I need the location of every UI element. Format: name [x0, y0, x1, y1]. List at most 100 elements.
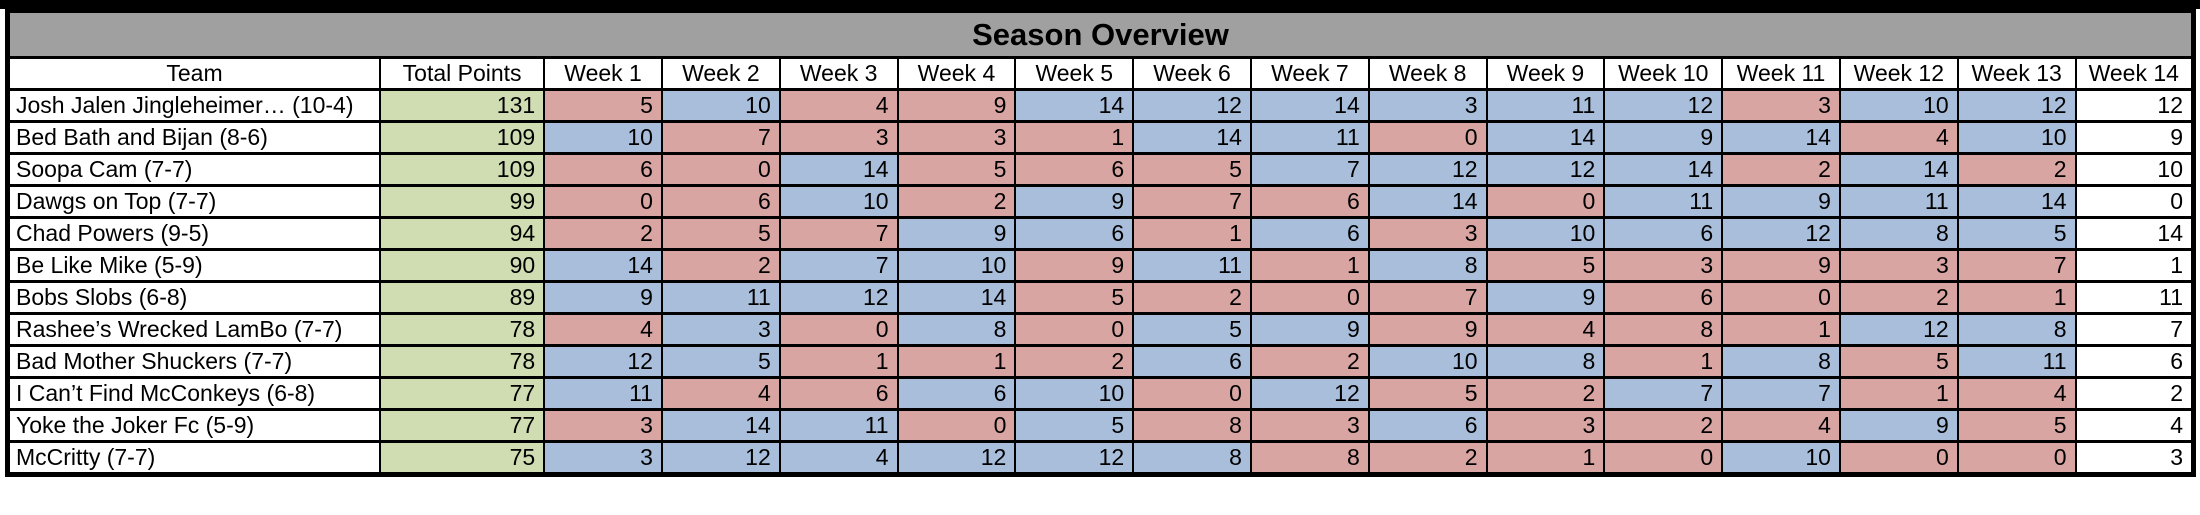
week-7-points-cell[interactable]: 6 [1249, 184, 1370, 219]
week-8-points-cell[interactable]: 9 [1367, 312, 1488, 347]
week-8-points-cell[interactable]: 3 [1367, 216, 1488, 251]
week-9-points-cell[interactable]: 12 [1485, 152, 1606, 187]
week-5-points-cell[interactable]: 2 [1014, 344, 1135, 379]
week-7-points-cell[interactable]: 0 [1249, 280, 1370, 315]
week-11-points-cell[interactable]: 3 [1721, 88, 1841, 123]
week-11-points-cell[interactable]: 14 [1721, 120, 1841, 155]
team-name-cell[interactable]: Rashee’s Wrecked LamBo (7-7) [6, 312, 382, 347]
week-4-points-cell[interactable]: 5 [896, 152, 1017, 187]
week-1-points-cell[interactable]: 12 [543, 344, 663, 379]
week-11-points-cell[interactable]: 9 [1721, 248, 1841, 283]
week-1-points-cell[interactable]: 3 [543, 440, 663, 476]
week-4-points-cell[interactable]: 9 [896, 216, 1017, 251]
week-13-points-cell[interactable]: 14 [1956, 184, 2077, 219]
week-11-points-cell[interactable]: 4 [1721, 408, 1841, 443]
week-11-points-cell[interactable]: 1 [1721, 312, 1841, 347]
week-5-points-cell[interactable]: 14 [1014, 88, 1135, 123]
team-name-cell[interactable]: Be Like Mike (5-9) [6, 248, 382, 283]
week-2-points-cell[interactable]: 2 [660, 248, 781, 283]
week-14-points-cell[interactable]: 14 [2074, 216, 2195, 251]
week-14-points-cell[interactable]: 11 [2074, 280, 2195, 315]
week-10-points-cell[interactable]: 14 [1603, 152, 1724, 187]
week-7-points-cell[interactable]: 8 [1249, 440, 1370, 476]
week-6-points-cell[interactable]: 12 [1132, 88, 1252, 123]
week-2-points-cell[interactable]: 12 [660, 440, 781, 476]
team-name-cell[interactable]: McCritty (7-7) [6, 440, 382, 476]
week-11-points-cell[interactable]: 10 [1721, 440, 1841, 476]
week-12-points-cell[interactable]: 4 [1838, 120, 1959, 155]
week-13-points-cell[interactable]: 11 [1956, 344, 2077, 379]
column-header-week-6[interactable]: Week 6 [1132, 56, 1252, 91]
week-10-points-cell[interactable]: 6 [1603, 280, 1724, 315]
week-6-points-cell[interactable]: 14 [1132, 120, 1252, 155]
week-13-points-cell[interactable]: 8 [1956, 312, 2077, 347]
week-2-points-cell[interactable]: 10 [660, 88, 781, 123]
week-5-points-cell[interactable]: 5 [1014, 280, 1135, 315]
week-12-points-cell[interactable]: 5 [1838, 344, 1959, 379]
week-9-points-cell[interactable]: 10 [1485, 216, 1606, 251]
week-2-points-cell[interactable]: 5 [660, 344, 781, 379]
week-10-points-cell[interactable]: 12 [1603, 88, 1724, 123]
week-9-points-cell[interactable]: 0 [1485, 184, 1606, 219]
team-name-cell[interactable]: I Can’t Find McConkeys (6-8) [6, 376, 382, 411]
week-7-points-cell[interactable]: 3 [1249, 408, 1370, 443]
week-10-points-cell[interactable]: 11 [1603, 184, 1724, 219]
week-2-points-cell[interactable]: 14 [660, 408, 781, 443]
week-14-points-cell[interactable]: 12 [2074, 88, 2195, 123]
team-name-cell[interactable]: Josh Jalen Jingleheimer… (10-4) [6, 88, 382, 123]
week-6-points-cell[interactable]: 1 [1132, 216, 1252, 251]
week-7-points-cell[interactable]: 9 [1249, 312, 1370, 347]
team-name-cell[interactable]: Soopa Cam (7-7) [6, 152, 382, 187]
week-5-points-cell[interactable]: 9 [1014, 184, 1135, 219]
column-header-week-7[interactable]: Week 7 [1249, 56, 1370, 91]
week-1-points-cell[interactable]: 2 [543, 216, 663, 251]
week-2-points-cell[interactable]: 3 [660, 312, 781, 347]
week-3-points-cell[interactable]: 0 [778, 312, 899, 347]
week-9-points-cell[interactable]: 8 [1485, 344, 1606, 379]
week-11-points-cell[interactable]: 0 [1721, 280, 1841, 315]
week-14-points-cell[interactable]: 7 [2074, 312, 2195, 347]
week-2-points-cell[interactable]: 11 [660, 280, 781, 315]
week-8-points-cell[interactable]: 10 [1367, 344, 1488, 379]
week-7-points-cell[interactable]: 1 [1249, 248, 1370, 283]
week-1-points-cell[interactable]: 9 [543, 280, 663, 315]
week-6-points-cell[interactable]: 11 [1132, 248, 1252, 283]
week-4-points-cell[interactable]: 3 [896, 120, 1017, 155]
week-13-points-cell[interactable]: 12 [1956, 88, 2077, 123]
week-2-points-cell[interactable]: 0 [660, 152, 781, 187]
week-10-points-cell[interactable]: 1 [1603, 344, 1724, 379]
week-12-points-cell[interactable]: 0 [1838, 440, 1959, 476]
week-13-points-cell[interactable]: 5 [1956, 216, 2077, 251]
week-1-points-cell[interactable]: 5 [543, 88, 663, 123]
week-14-points-cell[interactable]: 0 [2074, 184, 2195, 219]
column-header-week-12[interactable]: Week 12 [1838, 56, 1959, 91]
week-9-points-cell[interactable]: 11 [1485, 88, 1606, 123]
week-13-points-cell[interactable]: 10 [1956, 120, 2077, 155]
column-header-week-4[interactable]: Week 4 [896, 56, 1017, 91]
week-13-points-cell[interactable]: 5 [1956, 408, 2077, 443]
week-3-points-cell[interactable]: 4 [778, 88, 899, 123]
week-3-points-cell[interactable]: 14 [778, 152, 899, 187]
week-11-points-cell[interactable]: 8 [1721, 344, 1841, 379]
week-9-points-cell[interactable]: 5 [1485, 248, 1606, 283]
week-4-points-cell[interactable]: 0 [896, 408, 1017, 443]
week-8-points-cell[interactable]: 0 [1367, 120, 1488, 155]
week-8-points-cell[interactable]: 14 [1367, 184, 1488, 219]
week-12-points-cell[interactable]: 14 [1838, 152, 1959, 187]
total-points-cell[interactable]: 131 [379, 88, 546, 123]
week-12-points-cell[interactable]: 11 [1838, 184, 1959, 219]
week-3-points-cell[interactable]: 1 [778, 344, 899, 379]
week-3-points-cell[interactable]: 11 [778, 408, 899, 443]
week-5-points-cell[interactable]: 10 [1014, 376, 1135, 411]
column-header-total-points[interactable]: Total Points [379, 56, 546, 91]
total-points-cell[interactable]: 99 [379, 184, 546, 219]
week-5-points-cell[interactable]: 5 [1014, 408, 1135, 443]
week-8-points-cell[interactable]: 7 [1367, 280, 1488, 315]
week-5-points-cell[interactable]: 0 [1014, 312, 1135, 347]
week-2-points-cell[interactable]: 4 [660, 376, 781, 411]
week-4-points-cell[interactable]: 14 [896, 280, 1017, 315]
week-6-points-cell[interactable]: 2 [1132, 280, 1252, 315]
week-12-points-cell[interactable]: 9 [1838, 408, 1959, 443]
week-13-points-cell[interactable]: 2 [1956, 152, 2077, 187]
column-header-week-11[interactable]: Week 11 [1721, 56, 1841, 91]
